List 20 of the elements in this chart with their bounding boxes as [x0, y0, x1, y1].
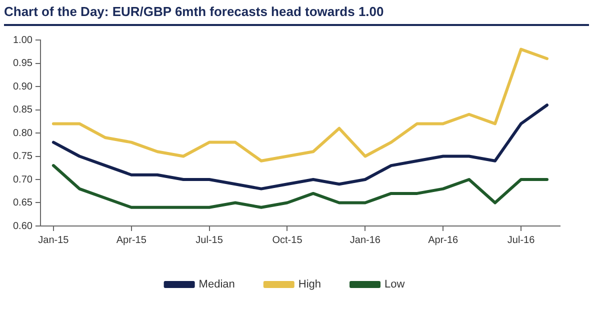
x-tick-label: Jul-15	[196, 234, 224, 246]
x-tick-label: Jul-16	[507, 234, 536, 246]
x-tick-label: Oct-15	[272, 234, 303, 246]
y-tick-label: 0.75	[12, 151, 33, 162]
y-tick-label: 0.70	[12, 174, 33, 186]
legend-label: High	[298, 278, 322, 291]
y-tick-label: 0.60	[12, 220, 33, 232]
x-tick-label: Apr-16	[428, 234, 459, 246]
y-tick-label: 0.85	[12, 104, 33, 116]
y-tick-label: 1.00	[12, 34, 33, 46]
legend-label: Median	[198, 278, 235, 291]
x-tick-label: Jan-16	[350, 234, 381, 246]
y-tick-label: 0.95	[12, 58, 33, 69]
chart-title: Chart of the Day: EUR/GBP 6mth forecasts head towards 1.00	[4, 4, 589, 26]
legend-label: Low	[384, 278, 405, 291]
y-tick-label: 0.65	[12, 198, 33, 208]
x-tick-label: Jan-15	[38, 234, 70, 246]
y-tick-label: 0.80	[12, 128, 33, 139]
x-tick-label: Apr-15	[116, 234, 147, 246]
y-tick-label: 0.90	[12, 81, 33, 92]
